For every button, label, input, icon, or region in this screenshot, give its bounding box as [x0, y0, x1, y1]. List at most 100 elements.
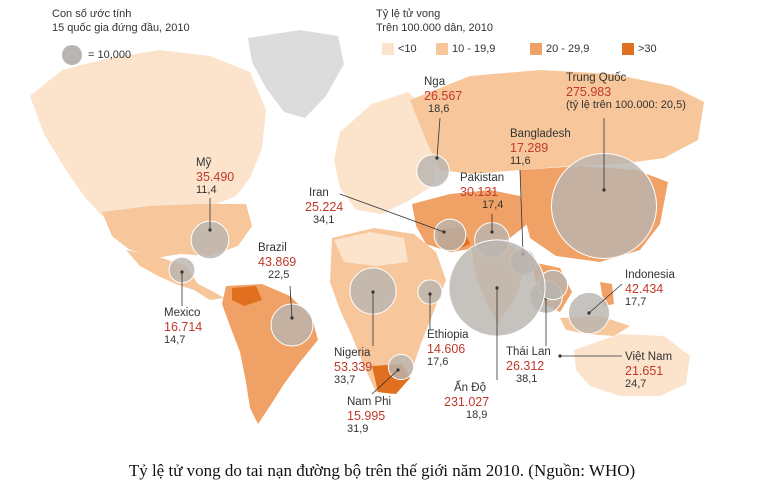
label-china: Trung Quốc 275.983 (tỷ lệ trên 100.000: …: [566, 72, 686, 112]
country-name: Việt Nam: [625, 351, 673, 363]
label-bangladesh: Bangladesh 17.289 11,6: [510, 128, 571, 168]
size-legend-subtitle: 15 quốc gia đứng đầu, 2010: [52, 22, 190, 34]
bubble-Brazil: [270, 303, 314, 347]
leader-line-Brazil: [289, 285, 293, 319]
country-value: 16.714: [164, 320, 203, 334]
leader-dot-Brazil: [290, 316, 294, 320]
venezuela: [232, 286, 262, 306]
country-name: Ethiopia: [427, 329, 469, 341]
country-rate: 34,1: [313, 214, 335, 226]
size-key-bubble: [62, 45, 82, 65]
country-value: 30.131: [460, 185, 499, 199]
country-rate: 18,9: [466, 409, 488, 421]
country-value: 231.027: [444, 395, 490, 409]
leader-line-Iran: [339, 193, 445, 233]
north-africa: [334, 232, 408, 266]
label-thailand: Thái Lan 26.312 38,1: [506, 346, 551, 386]
world-map: [30, 30, 704, 424]
country-name: Nga: [424, 76, 446, 88]
bubble-Iran: [433, 218, 467, 252]
country-name: Nam Phi: [347, 396, 392, 408]
country-name: Ấn Độ: [454, 382, 486, 394]
label-brazil: Brazil 43.869 22,5: [258, 242, 296, 282]
leader-dot-Pakistan: [490, 230, 494, 234]
label-ethiopia: Ethiopia 14.606 17,6: [427, 329, 469, 369]
country-rate: 11,6: [510, 155, 531, 167]
usa: [102, 204, 252, 258]
leader-dot-Ethiopia: [428, 292, 432, 296]
leader-dot-Nigeria: [371, 290, 375, 294]
country-value: 21.651: [625, 364, 664, 378]
label-vietnam: Việt Nam 21.651 24,7: [625, 351, 672, 391]
rate-swatch-lt10: [382, 43, 394, 55]
country-rate: 38,1: [516, 373, 538, 385]
south-america: [222, 284, 318, 424]
country-value: 275.983: [566, 85, 612, 99]
country-rate: 14,7: [164, 334, 186, 346]
country-value: 26.567: [424, 89, 463, 103]
country-rate: 22,5: [268, 269, 290, 281]
label-russia: Nga 26.567 18,6: [424, 76, 462, 116]
leader-line-Bangladesh: [519, 169, 524, 255]
country-name: Mỹ: [196, 157, 212, 169]
country-rate: 31,9: [347, 423, 369, 435]
country-value: 14.606: [427, 342, 466, 356]
rate-label-lt10: <10: [398, 43, 417, 55]
australia: [574, 334, 690, 396]
label-south-africa: Nam Phi 15.995 31,9: [347, 396, 391, 436]
country-name: Indonesia: [625, 269, 675, 281]
label-nigeria: Nigeria 53.339 33,7: [334, 347, 372, 387]
country-value: 43.869: [258, 255, 297, 269]
label-indonesia: Indonesia 42.434 17,7: [625, 269, 675, 309]
leader-dot-Nga: [435, 156, 439, 160]
figure-caption: Tỷ lệ tử vong do tai nạn đường bộ trên t…: [128, 461, 636, 480]
leader-dot-Indonesia: [587, 311, 591, 315]
leader-dot-Trung Quốc: [602, 188, 606, 192]
label-pakistan: Pakistan 30.131 17,4: [460, 172, 504, 212]
country-rate: 17,6: [427, 356, 449, 368]
country-rate: 17,7: [625, 296, 647, 308]
country-name: Thái Lan: [506, 346, 551, 358]
country-value: 26.312: [506, 359, 545, 373]
rate-swatch-20-29: [530, 43, 542, 55]
country-rate: 18,6: [428, 103, 450, 115]
label-usa: Mỹ 35.490 11,4: [196, 157, 234, 197]
africa: [330, 228, 446, 394]
country-rate: 33,7: [334, 374, 356, 386]
label-india: Ấn Độ 231.027 18,9: [444, 382, 489, 422]
country-rate: (tỷ lệ trên 100.000: 20,5): [566, 99, 686, 111]
rate-legend-title: Tỷ lệ tử vong: [376, 8, 441, 20]
leader-dot-Iran: [442, 230, 446, 234]
country-name: Nigeria: [334, 347, 371, 359]
leader-line-Nga: [436, 117, 441, 159]
country-name: Brazil: [258, 242, 287, 254]
greenland: [248, 30, 344, 118]
leader-line-Indonesia: [588, 283, 623, 314]
label-iran: Iran 25.224 34,1: [305, 187, 343, 227]
country-rate: 24,7: [625, 378, 647, 390]
country-name: Mexico: [164, 307, 201, 319]
leader-dot-Nam Phi: [396, 368, 400, 372]
country-rate: 11,4: [196, 184, 217, 196]
country-value: 35.490: [196, 170, 235, 184]
leader-dot-Mexico: [180, 270, 184, 274]
bubble-Nga: [416, 154, 450, 188]
leader-dot-Ấn Độ: [495, 286, 499, 290]
size-legend-title: Con số ước tính: [52, 8, 132, 20]
rate-swatch-10-19: [436, 43, 448, 55]
country-value: 17.289: [510, 141, 549, 155]
rate-label-10-19: 10 - 19,9: [452, 43, 496, 55]
country-value: 15.995: [347, 409, 386, 423]
leader-dot-Mỹ: [208, 228, 212, 232]
rate-legend-subtitle: Trên 100.000 dân, 2010: [376, 22, 494, 34]
russia: [410, 70, 704, 174]
north-america-north: [30, 50, 266, 216]
country-value: 53.339: [334, 360, 373, 374]
country-name: Iran: [309, 187, 329, 199]
country-value: 25.224: [305, 200, 344, 214]
europe: [334, 92, 440, 214]
size-key-label: = 10,000: [88, 49, 132, 61]
country-rate: 17,4: [482, 199, 504, 211]
label-mexico: Mexico 16.714 14,7: [164, 307, 202, 347]
country-name: Bangladesh: [510, 128, 571, 140]
